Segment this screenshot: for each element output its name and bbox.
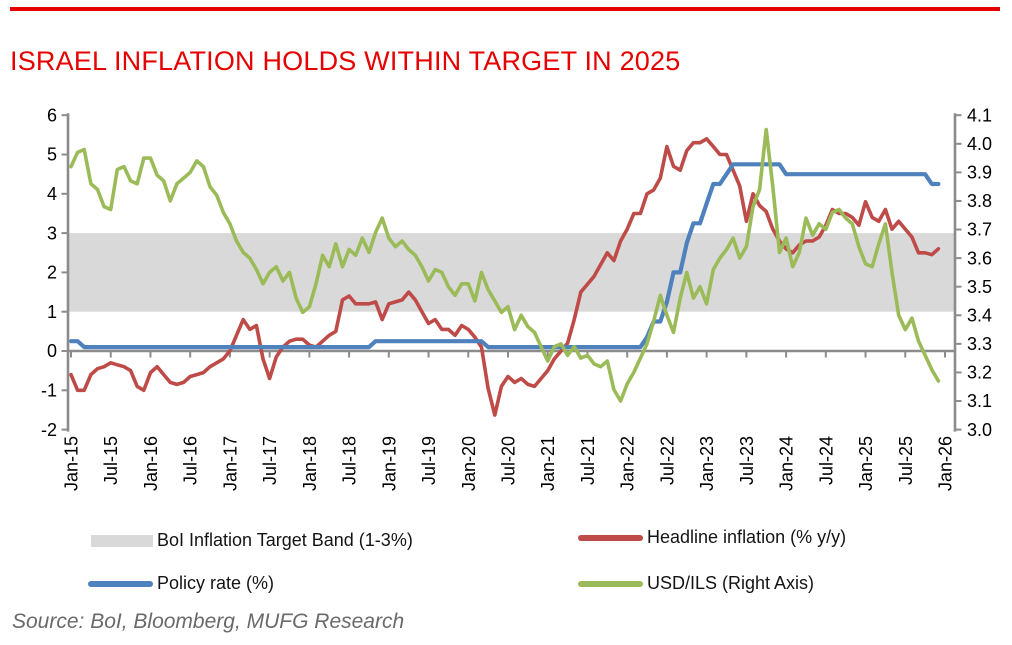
top-rule <box>10 7 1000 11</box>
x-axis-label: Jul-15 <box>101 436 121 485</box>
target-band <box>68 233 955 312</box>
x-axis-label: Jan-15 <box>62 436 82 491</box>
y-axis-left-label: 5 <box>47 145 57 165</box>
x-axis-label: Jul-22 <box>657 436 677 485</box>
legend-item-inflation: Headline inflation (% y/y) <box>578 527 846 548</box>
y-axis-right-label: 3.6 <box>967 248 992 268</box>
policy-rate-line <box>68 162 941 350</box>
legend-label-policy-rate: Policy rate (%) <box>157 573 275 593</box>
y-axis-right-label: 4.0 <box>967 134 992 154</box>
y-axis-right-label: 3.8 <box>967 191 992 211</box>
x-axis-label: Jul-19 <box>419 436 439 485</box>
x-axis-label: Jan-24 <box>777 436 797 491</box>
y-axis-right-label: 3.2 <box>967 363 992 383</box>
y-axis-right-label: 3.1 <box>967 391 992 411</box>
y-axis-right-label: 4.1 <box>967 105 992 125</box>
y-axis-left-label: 2 <box>47 263 57 283</box>
legend-label-target-band: BoI Inflation Target Band (1-3%) <box>157 530 413 550</box>
page-title: ISRAEL INFLATION HOLDS WITHIN TARGET IN … <box>10 46 681 76</box>
y-axis-right-label: 3.4 <box>967 305 992 325</box>
legend-swatch-usdils <box>578 580 643 587</box>
x-axis-label: Jul-24 <box>816 436 836 485</box>
y-axis-left-label: 4 <box>47 184 57 204</box>
y-axis-right-label: 3.3 <box>967 334 992 354</box>
legend-item-usdils: USD/ILS (Right Axis) <box>578 573 814 594</box>
legend-swatch-policy-rate <box>88 580 153 587</box>
x-axis-label: Jan-26 <box>936 436 956 491</box>
y-axis-left-label: -1 <box>41 381 57 401</box>
y-axis-right-label: 3.9 <box>967 163 992 183</box>
x-axis-label: Jan-17 <box>220 436 240 491</box>
x-axis-label: Jul-17 <box>260 436 280 485</box>
source-text: Source: BoI, Bloomberg, MUFG Research <box>12 610 405 633</box>
y-axis-left-label: 0 <box>47 341 57 361</box>
legend-label-usdils: USD/ILS (Right Axis) <box>647 573 815 593</box>
x-axis-label: Jan-20 <box>459 436 479 491</box>
x-axis-label: Jan-22 <box>618 436 638 491</box>
usd-ils-line <box>69 127 941 403</box>
x-axis-label: Jan-23 <box>697 436 717 491</box>
y-axis-left-label: -2 <box>41 420 57 440</box>
x-axis-label: Jan-19 <box>379 436 399 491</box>
legend-swatch-band <box>91 534 153 547</box>
y-axis-right-label: 3.5 <box>967 277 992 297</box>
x-axis-label: Jan-16 <box>141 436 161 491</box>
inflation-line <box>69 137 941 417</box>
legend-item-policy-rate: Policy rate (%) <box>88 573 274 594</box>
x-axis-label: Jul-20 <box>499 436 519 485</box>
x-axis-label: Jan-18 <box>300 436 320 491</box>
x-axis-label: Jul-16 <box>181 436 201 485</box>
y-axis-left-label: 6 <box>47 105 57 125</box>
x-axis-label: Jul-25 <box>896 436 916 485</box>
legend-item-target-band: BoI Inflation Target Band (1-3%) <box>91 530 413 551</box>
legend-label-inflation: Headline inflation (% y/y) <box>647 527 847 547</box>
x-axis-label: Jul-23 <box>737 436 757 485</box>
legend-swatch-inflation <box>578 534 643 541</box>
x-axis-label: Jul-18 <box>340 436 360 485</box>
x-axis-label: Jan-21 <box>538 436 558 491</box>
y-axis-right-label: 3.0 <box>967 420 992 440</box>
y-axis-left-label: 1 <box>47 302 57 322</box>
x-axis-label: Jan-25 <box>856 436 876 491</box>
y-axis-left-label: 3 <box>47 223 57 243</box>
y-axis-right-label: 3.7 <box>967 220 992 240</box>
x-axis-label: Jul-21 <box>578 436 598 485</box>
